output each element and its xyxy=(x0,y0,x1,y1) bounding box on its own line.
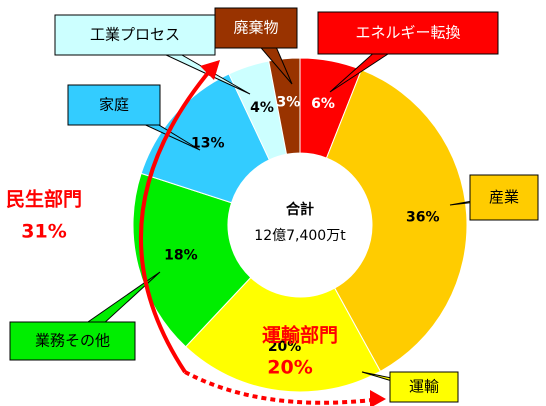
value-label: 20% xyxy=(268,339,302,355)
category-label: 運輸 xyxy=(409,378,439,396)
callout: エネルギー転換 xyxy=(317,11,499,93)
callout: 廃棄物 xyxy=(214,7,298,85)
arrow xyxy=(139,66,214,374)
arrow-head xyxy=(200,60,220,80)
donut: 6% 36% 20% 18% 13% 4% 3% xyxy=(132,57,468,393)
callout-box xyxy=(317,11,499,55)
donut-hole xyxy=(228,153,372,297)
category-label: 家庭 xyxy=(99,96,129,114)
category-label: 業務その他 xyxy=(35,332,110,350)
annotation-value: 31% xyxy=(21,221,66,243)
value-label: 18% xyxy=(164,248,198,264)
center-title: 合計 xyxy=(286,201,314,218)
value-label: 6% xyxy=(311,96,335,112)
callout: 業務その他 xyxy=(9,271,161,361)
callout-box xyxy=(389,371,459,403)
value-label: 13% xyxy=(191,136,225,152)
center-value: 12億7,400万t xyxy=(254,228,346,244)
annotation-value: 20% xyxy=(267,357,312,379)
callout-box xyxy=(67,84,161,126)
annotation: 運輸部門 xyxy=(262,324,338,347)
category-label: エネルギー転換 xyxy=(355,24,460,42)
callout: 産業 xyxy=(449,174,539,221)
callout-box xyxy=(9,321,136,361)
value-label: 4% xyxy=(250,100,274,116)
arrows xyxy=(139,60,386,406)
category-label: 廃棄物 xyxy=(233,19,278,37)
annotation: 民生部門 xyxy=(6,188,82,211)
value-label: 3% xyxy=(277,95,301,111)
callout-box xyxy=(214,7,298,49)
category-label: 産業 xyxy=(489,188,519,206)
category-label: 工業プロセス xyxy=(90,26,180,44)
callout: 家庭 xyxy=(67,84,201,151)
arrow xyxy=(184,370,373,405)
callout: 運輸 xyxy=(361,371,459,403)
callout-box xyxy=(469,174,539,221)
arrow-head xyxy=(370,390,386,406)
value-label: 36% xyxy=(406,209,440,225)
